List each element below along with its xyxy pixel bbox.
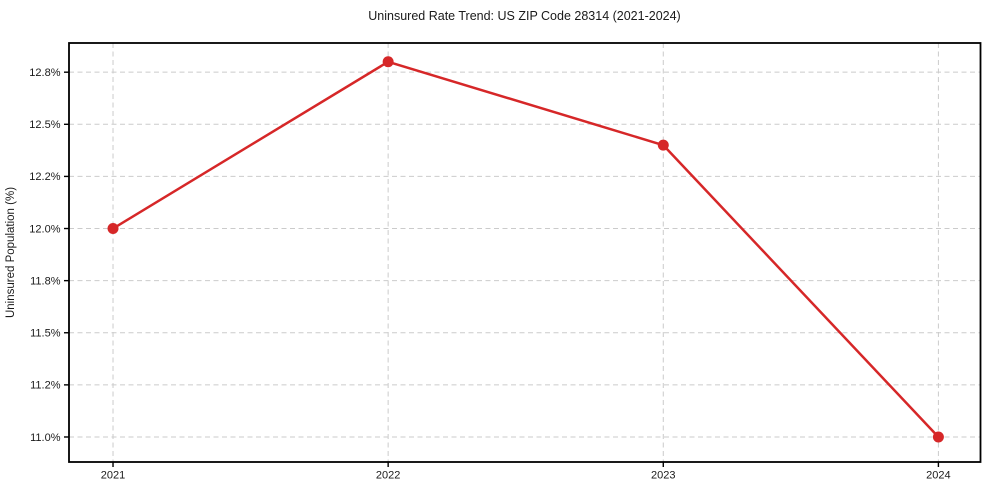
y-tick-label: 11.0% bbox=[30, 432, 61, 444]
axis-layer: 2021 2022 2023 2024 11.0% 11.2% 11.5% 11.8% 12.0… bbox=[29, 42, 982, 482]
y-tick-label: 11.5% bbox=[30, 328, 61, 340]
chart-title: Uninsured Rate Trend: US ZIP Code 28314 … bbox=[368, 9, 680, 23]
x-tick-label: 2023 bbox=[651, 470, 675, 482]
y-tick-label: 12.5% bbox=[29, 119, 60, 131]
y-axis-label: Uninsured Population (%) bbox=[5, 187, 17, 318]
data-point-marker bbox=[107, 223, 119, 235]
grid-layer bbox=[69, 43, 981, 462]
x-tick-label: 2021 bbox=[101, 470, 125, 482]
x-tick-label: 2024 bbox=[926, 470, 950, 482]
y-tick-label: 12.0% bbox=[29, 223, 60, 235]
data-point-marker bbox=[657, 139, 669, 151]
data-series-layer bbox=[107, 56, 944, 443]
x-tick-label: 2022 bbox=[376, 470, 400, 482]
trend-line bbox=[111, 60, 940, 439]
y-tick-label: 11.8% bbox=[30, 275, 61, 287]
y-tick-label: 12.2% bbox=[29, 171, 60, 183]
y-tick-label: 12.8% bbox=[29, 67, 60, 79]
y-tick-label: 11.2% bbox=[30, 380, 61, 392]
data-point-marker bbox=[932, 431, 944, 443]
data-point-marker bbox=[382, 56, 394, 68]
plot-border bbox=[68, 42, 982, 463]
